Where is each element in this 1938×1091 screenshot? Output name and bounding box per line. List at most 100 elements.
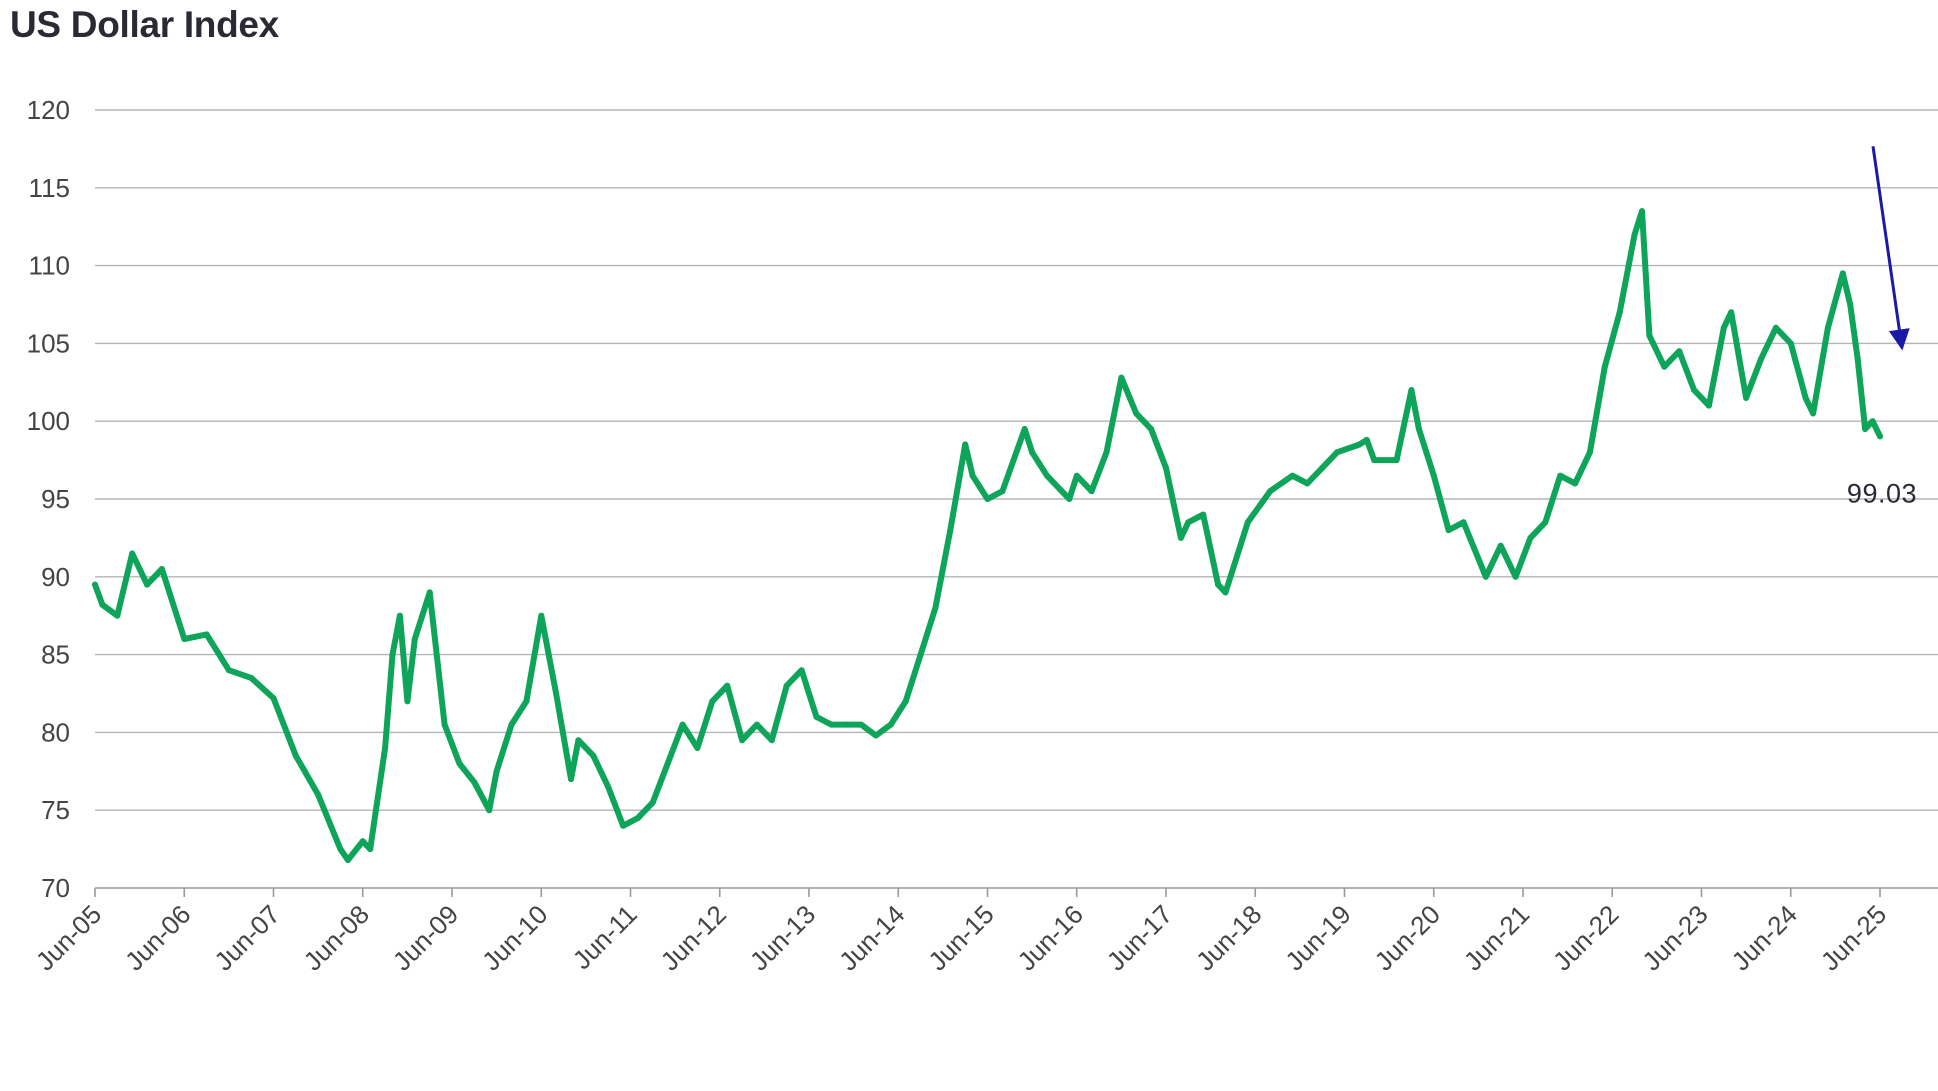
data-point [1304, 480, 1311, 487]
data-point [917, 651, 924, 658]
data-point [753, 721, 760, 728]
series-layer [92, 208, 1883, 863]
y-tick-label: 95 [41, 484, 70, 514]
y-tick-label: 70 [41, 873, 70, 903]
data-point [1586, 449, 1593, 456]
x-tick-label: Jun-20 [1369, 899, 1446, 976]
data-point [359, 838, 366, 845]
data-point [947, 527, 954, 534]
data-point [1163, 464, 1169, 471]
data-point [508, 721, 515, 728]
x-tick-label: Jun-24 [1726, 899, 1803, 976]
x-tick-label: Jun-19 [1279, 899, 1356, 976]
data-point [724, 682, 731, 689]
data-point [441, 721, 448, 728]
data-point [1616, 309, 1623, 316]
y-tick-label: 115 [29, 173, 70, 203]
x-tick-label: Jun-23 [1636, 899, 1713, 976]
data-point [694, 745, 701, 751]
data-point [426, 589, 433, 596]
x-tick-label: Jun-07 [208, 899, 285, 976]
data-point [1177, 534, 1184, 541]
x-tick-label: Jun-14 [833, 899, 910, 976]
data-point [553, 690, 560, 697]
data-point [843, 721, 850, 728]
data-point [1103, 449, 1110, 456]
data-point [902, 698, 909, 705]
data-point [92, 581, 98, 588]
y-tick-label: 120 [27, 95, 70, 125]
data-point [1720, 324, 1727, 331]
data-point [411, 636, 418, 642]
x-tick-label: Jun-06 [119, 899, 196, 976]
data-point [932, 604, 939, 611]
x-tick-label: Jun-13 [744, 899, 821, 976]
y-tick-label: 85 [41, 640, 70, 670]
data-point [404, 698, 411, 705]
data-point [1862, 426, 1869, 432]
data-point [1133, 410, 1140, 417]
data-point [999, 488, 1006, 495]
data-point [984, 496, 991, 502]
data-point [315, 791, 322, 798]
data-point [1631, 231, 1638, 238]
data-point [1445, 527, 1452, 534]
data-point [1482, 573, 1489, 580]
data-point [1810, 410, 1817, 417]
annotation-layer: 99.03 [1847, 146, 1917, 508]
data-point [1334, 449, 1341, 456]
y-tick-label: 110 [29, 251, 70, 281]
x-axis: Jun-05 Jun-06 Jun-07 Jun-08 Jun-09 Jun-10 Jun-… [30, 887, 1938, 976]
data-point [1705, 402, 1712, 409]
chart-title: US Dollar Index [10, 4, 279, 45]
x-tick-label: Jun-10 [476, 899, 553, 976]
data-point [1021, 426, 1028, 432]
data-point [1512, 573, 1519, 580]
data-point [181, 636, 188, 642]
data-point [99, 601, 106, 608]
data-point [486, 807, 493, 814]
data-point [493, 768, 500, 775]
data-point [739, 737, 746, 744]
data-point [1728, 309, 1735, 316]
data-point [1854, 356, 1861, 362]
x-tick-label: Jun-25 [1815, 899, 1892, 976]
data-point [783, 682, 790, 689]
data-point [605, 783, 612, 790]
data-point [1267, 488, 1274, 495]
data-point [1289, 472, 1296, 479]
data-point [344, 857, 351, 863]
data-point [1646, 332, 1653, 339]
data-point [568, 776, 574, 783]
data-point [523, 698, 530, 705]
x-tick-label: Jun-16 [1012, 899, 1089, 976]
data-point [887, 721, 894, 728]
x-tick-label: Jun-08 [298, 899, 375, 976]
data-point [1758, 356, 1764, 362]
data-point [203, 631, 210, 638]
data-point [1408, 387, 1415, 394]
data-point [1691, 387, 1698, 394]
x-tick-label: Jun-22 [1547, 899, 1624, 976]
x-tick-label: Jun-15 [922, 899, 999, 976]
data-point [129, 550, 136, 557]
annotation-arrow [1871, 146, 1910, 351]
data-point [1542, 519, 1549, 526]
data-point [1244, 519, 1251, 526]
data-point [1371, 457, 1378, 464]
data-point [1222, 589, 1229, 596]
y-axis: 70 75 80 85 90 95 100 105 110 115 120 [27, 95, 70, 903]
data-point [1497, 542, 1504, 549]
data-point [456, 760, 463, 767]
y-tick-label: 75 [41, 795, 70, 825]
data-point [1847, 301, 1854, 308]
data-point [1601, 363, 1608, 370]
data-point [1185, 519, 1192, 526]
data-point [270, 695, 277, 702]
data-point [396, 612, 403, 619]
x-tick-label: Jun-05 [30, 899, 107, 976]
data-point [471, 779, 478, 786]
data-point [225, 667, 232, 674]
data-point [1319, 464, 1326, 471]
